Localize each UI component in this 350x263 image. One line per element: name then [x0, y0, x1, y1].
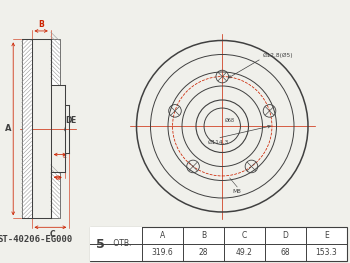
Text: B: B — [38, 20, 44, 29]
Text: Ø68: Ø68 — [225, 118, 235, 123]
Bar — [51, 172, 60, 218]
Text: 28: 28 — [199, 248, 208, 257]
Text: 319.6: 319.6 — [152, 248, 173, 257]
Text: Ø12.8(Ø5): Ø12.8(Ø5) — [262, 52, 293, 58]
Text: D: D — [55, 176, 60, 181]
Bar — [90, 227, 347, 261]
Text: E: E — [70, 116, 76, 125]
Bar — [90, 227, 142, 261]
Text: ST-40206-EG000: ST-40206-EG000 — [0, 235, 73, 244]
Text: Ø114.3: Ø114.3 — [207, 140, 229, 145]
Bar — [51, 39, 60, 85]
Bar — [22, 39, 32, 218]
Text: C: C — [50, 230, 55, 239]
Text: 68: 68 — [281, 248, 290, 257]
Text: 153.3: 153.3 — [316, 248, 337, 257]
Text: E: E — [324, 231, 329, 240]
Text: ОТВ.: ОТВ. — [111, 240, 131, 249]
Text: 5: 5 — [96, 237, 105, 250]
Text: B: B — [201, 231, 206, 240]
Text: 49.2: 49.2 — [236, 248, 253, 257]
Text: A: A — [160, 231, 165, 240]
Text: C: C — [242, 231, 247, 240]
Text: A: A — [6, 124, 12, 133]
Text: D: D — [66, 116, 72, 125]
Text: M8: M8 — [233, 189, 241, 194]
Text: E: E — [63, 154, 66, 159]
Text: D: D — [282, 231, 288, 240]
